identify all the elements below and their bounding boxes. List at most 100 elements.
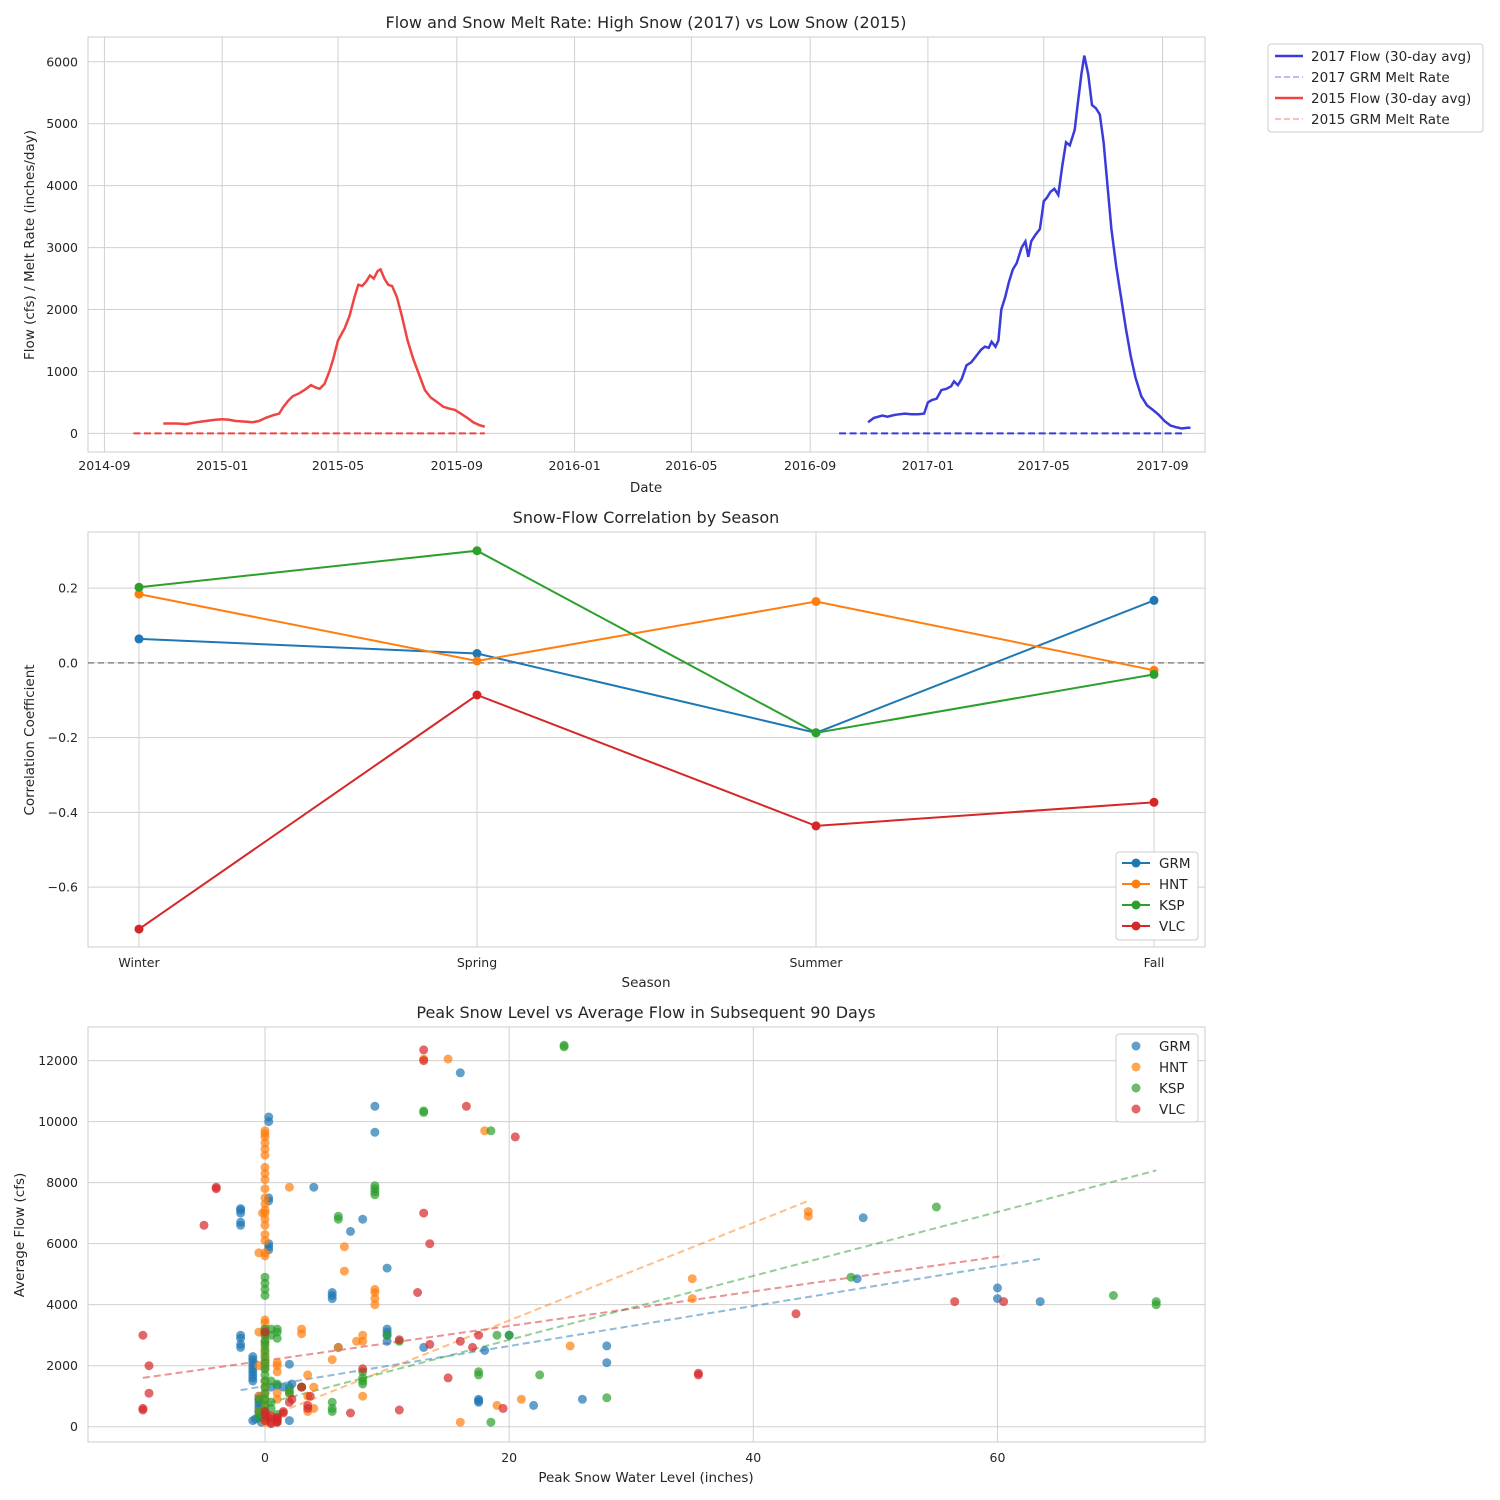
scatter-point-hnt xyxy=(455,1417,465,1427)
scatter-point-hnt xyxy=(260,1184,270,1194)
scatter-point-ksp xyxy=(272,1333,282,1343)
flow-melt-xtick: 2016-09 xyxy=(784,458,836,473)
season-ytick: −0.6 xyxy=(48,880,78,895)
trendline-vlc xyxy=(142,1254,1004,1379)
season-legend-label-hnt: HNT xyxy=(1159,877,1188,893)
scatter-point-grm xyxy=(602,1341,612,1351)
season-legend-marker-vlc xyxy=(1131,921,1141,931)
correlation-point-vlc xyxy=(1149,797,1159,807)
scatter-point-ksp xyxy=(358,1379,368,1389)
season-legend-label-ksp: KSP xyxy=(1159,898,1185,914)
flow-melt-ytick: 5000 xyxy=(46,116,78,131)
scatter-ytick: 8000 xyxy=(46,1175,78,1190)
flow-melt-xtick: 2015-09 xyxy=(431,458,483,473)
scatter-point-vlc xyxy=(461,1101,471,1111)
scatter-point-ksp xyxy=(931,1202,941,1212)
snow-flow-scatter-title: Peak Snow Level vs Average Flow in Subse… xyxy=(416,1003,875,1022)
flow-melt-ylabel: Flow (cfs) / Melt Rate (inches/day) xyxy=(22,130,38,360)
scatter-point-vlc xyxy=(498,1403,508,1413)
scatter-point-hnt xyxy=(260,1236,270,1246)
legend-label-2015-melt: 2015 GRM Melt Rate xyxy=(1311,112,1450,128)
season-legend-label-vlc: VLC xyxy=(1159,919,1185,935)
snow-flow-scatter-series xyxy=(138,1040,1161,1429)
correlation-line-grm xyxy=(138,599,1155,734)
season-legend-label-grm: GRM xyxy=(1159,856,1191,872)
snow-flow-trendlines xyxy=(142,1169,1157,1422)
scatter-point-hnt xyxy=(358,1336,368,1346)
scatter-point-vlc xyxy=(468,1342,477,1352)
flow-melt-xtick: 2017-09 xyxy=(1136,458,1188,473)
flow-melt-legend: 2017 Flow (30-day avg) 2017 GRM Melt Rat… xyxy=(1267,43,1484,133)
season-correlation-series xyxy=(134,546,1159,934)
scatter-xtick: 40 xyxy=(745,1450,761,1465)
season-xtick-spring: Spring xyxy=(457,955,497,970)
snow-flow-scatter-ylabel: Average Flow (cfs) xyxy=(12,1173,28,1298)
flow-melt-xtick: 2015-01 xyxy=(196,458,248,473)
scatter-point-vlc xyxy=(260,1327,270,1337)
scatter-point-ksp xyxy=(333,1214,343,1224)
scatter-point-grm xyxy=(284,1359,294,1369)
snow-flow-scatter-legend: GRM HNT KSP VLC xyxy=(1115,1033,1199,1123)
scatter-point-hnt xyxy=(333,1342,343,1352)
scatter-point-vlc xyxy=(138,1330,148,1340)
scatter-point-grm xyxy=(346,1226,355,1236)
scatter-point-grm xyxy=(370,1101,380,1111)
legend-label-2015-flow: 2015 Flow (30-day avg) xyxy=(1311,91,1471,107)
season-correlation-plot-area xyxy=(87,531,1206,948)
snow-flow-scatter-chart: 0 20 40 60 0 2000 4000 6000 8000 10000 12000 Peak … xyxy=(12,1003,1206,1486)
correlation-point-ksp xyxy=(811,728,821,738)
correlation-point-ksp xyxy=(134,582,144,592)
scatter-point-vlc xyxy=(144,1388,154,1398)
series-2015-flow-30-day-avg xyxy=(163,267,486,428)
scatter-point-vlc xyxy=(297,1382,307,1392)
scatter-point-hnt xyxy=(565,1341,575,1351)
scatter-ytick: 0 xyxy=(70,1419,78,1434)
scatter-ytick: 2000 xyxy=(46,1358,78,1373)
scatter-point-vlc xyxy=(443,1373,453,1383)
season-correlation-xlabel: Season xyxy=(622,975,671,991)
legend-label-2017-melt: 2017 GRM Melt Rate xyxy=(1311,70,1450,86)
season-legend-marker-hnt xyxy=(1131,879,1141,889)
scatter-point-vlc xyxy=(199,1220,209,1230)
correlation-line-vlc xyxy=(138,693,1155,930)
scatter-point-ksp xyxy=(327,1407,337,1416)
scatter-point-grm xyxy=(309,1182,319,1192)
scatter-point-hnt xyxy=(284,1182,294,1192)
flow-melt-ytick: 0 xyxy=(70,426,78,441)
season-correlation-chart: Winter Spring Summer Fall −0.6 −0.4 −0.2 0.0 0.2… xyxy=(22,508,1206,991)
season-correlation-ylabel: Correlation Coefficient xyxy=(22,664,38,815)
flow-melt-xtick: 2015-05 xyxy=(312,458,364,473)
scatter-point-hnt xyxy=(480,1126,490,1136)
scatter-point-vlc xyxy=(272,1416,282,1426)
scatter-point-hnt xyxy=(339,1266,349,1276)
scatter-point-vlc xyxy=(419,1045,429,1055)
season-correlation-ticks: Winter Spring Summer Fall −0.6 −0.4 −0.2 0.0 0.2 xyxy=(48,581,1165,970)
scatter-xtick: 60 xyxy=(990,1450,1006,1465)
correlation-line-ksp xyxy=(138,549,1155,734)
season-legend-marker-grm xyxy=(1131,858,1141,868)
scatter-legend-label-grm: GRM xyxy=(1159,1039,1191,1055)
scatter-point-vlc xyxy=(455,1336,465,1346)
scatter-point-vlc xyxy=(138,1405,148,1415)
season-ytick: 0.2 xyxy=(58,581,78,596)
scatter-point-ksp xyxy=(254,1394,264,1404)
scatter-point-vlc xyxy=(999,1297,1009,1307)
scatter-point-ksp xyxy=(419,1106,429,1116)
scatter-point-ksp xyxy=(272,1327,282,1337)
correlation-point-hnt xyxy=(472,656,482,666)
flow-melt-xtick: 2016-05 xyxy=(665,458,717,473)
scatter-legend-marker-vlc xyxy=(1131,1104,1141,1114)
correlation-point-hnt xyxy=(134,589,144,599)
snow-flow-scatter-xlabel: Peak Snow Water Level (inches) xyxy=(538,1470,753,1486)
flow-melt-ytick: 6000 xyxy=(46,54,78,69)
scatter-point-vlc xyxy=(419,1056,429,1066)
scatter-point-hnt xyxy=(258,1208,268,1218)
scatter-point-ksp xyxy=(474,1370,484,1380)
scatter-point-grm xyxy=(993,1283,1002,1293)
scatter-point-vlc xyxy=(303,1403,313,1413)
scatter-point-vlc xyxy=(144,1361,154,1371)
scatter-point-hnt xyxy=(339,1242,349,1252)
scatter-point-vlc xyxy=(394,1405,404,1415)
scatter-point-ksp xyxy=(382,1330,392,1340)
